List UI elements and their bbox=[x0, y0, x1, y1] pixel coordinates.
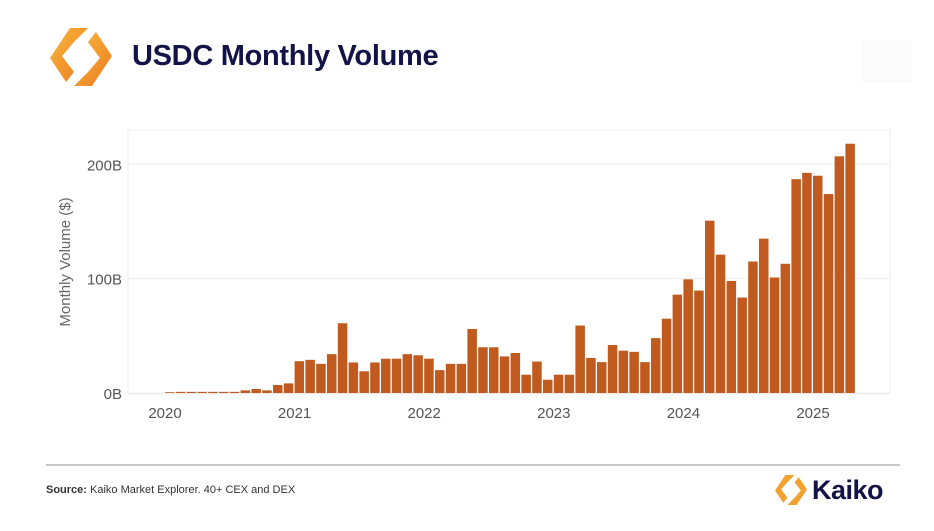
source-label: Source: bbox=[46, 484, 87, 496]
source-text: Kaiko Market Explorer. 40+ CEX and DEX bbox=[86, 484, 296, 496]
bar bbox=[424, 358, 434, 393]
bar bbox=[575, 325, 585, 393]
page-title: USDC Monthly Volume bbox=[132, 40, 439, 72]
bar bbox=[694, 290, 704, 393]
bar bbox=[726, 280, 737, 393]
bar bbox=[499, 356, 510, 393]
blank-placeholder bbox=[862, 40, 912, 82]
bar bbox=[273, 384, 283, 393]
bar bbox=[186, 391, 197, 393]
bar bbox=[294, 361, 305, 393]
bar bbox=[456, 363, 467, 393]
divider bbox=[46, 464, 900, 466]
kaiko-logo-icon bbox=[50, 28, 112, 86]
bar bbox=[769, 277, 780, 393]
bar bbox=[607, 344, 618, 393]
bar bbox=[813, 175, 823, 393]
bar bbox=[543, 379, 553, 393]
bar bbox=[629, 351, 639, 393]
bar bbox=[802, 172, 812, 393]
bar bbox=[715, 254, 726, 393]
bar bbox=[219, 391, 229, 393]
brand-name: Kaiko bbox=[812, 474, 884, 505]
bar bbox=[705, 220, 715, 393]
bar bbox=[283, 383, 294, 393]
bar bbox=[640, 362, 650, 393]
bar bbox=[327, 354, 337, 393]
bar bbox=[197, 391, 207, 393]
bar bbox=[208, 391, 218, 393]
bar bbox=[780, 263, 791, 393]
bar bbox=[359, 371, 369, 393]
y-tick-label: 100B bbox=[87, 272, 122, 289]
bar bbox=[586, 357, 596, 393]
bar bbox=[845, 143, 855, 393]
plot-area bbox=[127, 129, 891, 395]
bar bbox=[445, 363, 456, 393]
x-tick-label: 2020 bbox=[148, 405, 181, 422]
bar bbox=[672, 294, 683, 393]
bar bbox=[413, 355, 423, 393]
bar bbox=[402, 354, 413, 393]
bar bbox=[683, 279, 693, 393]
bar bbox=[510, 352, 521, 393]
bar bbox=[532, 361, 542, 393]
bar bbox=[661, 318, 672, 393]
bar bbox=[737, 297, 747, 393]
x-tick-label: 2025 bbox=[796, 405, 829, 422]
bar bbox=[791, 179, 801, 393]
bar bbox=[337, 323, 348, 393]
bar bbox=[597, 362, 607, 393]
bar bbox=[564, 374, 575, 393]
bar bbox=[618, 350, 629, 393]
x-tick-label: 2023 bbox=[537, 405, 570, 422]
bar bbox=[381, 358, 391, 393]
bar bbox=[348, 362, 359, 393]
bar bbox=[435, 370, 445, 393]
bar bbox=[305, 359, 315, 393]
source-note: Source: Kaiko Market Explorer. 40+ CEX a… bbox=[46, 484, 295, 496]
bar bbox=[467, 328, 477, 393]
bar bbox=[240, 390, 251, 393]
bar bbox=[759, 238, 769, 393]
y-axis-label: Monthly Volume ($) bbox=[57, 197, 74, 326]
bar bbox=[651, 338, 661, 393]
brand-logo: Kaiko bbox=[774, 472, 884, 508]
bar bbox=[748, 261, 758, 393]
bar bbox=[391, 358, 402, 393]
x-tick-label: 2024 bbox=[667, 405, 700, 422]
bar bbox=[175, 391, 186, 393]
x-tick-label: 2021 bbox=[278, 405, 311, 422]
bar bbox=[553, 374, 564, 393]
bar bbox=[370, 362, 380, 393]
bar bbox=[165, 392, 175, 393]
bar bbox=[251, 388, 261, 393]
bar bbox=[823, 194, 834, 393]
bar bbox=[262, 390, 272, 393]
bar bbox=[229, 391, 240, 393]
x-tick-label: 2022 bbox=[408, 405, 441, 422]
bar bbox=[489, 347, 499, 393]
bar bbox=[316, 363, 326, 393]
bar bbox=[521, 374, 531, 393]
bar bbox=[478, 347, 488, 393]
y-tick-label: 0B bbox=[104, 386, 122, 403]
bar bbox=[834, 156, 845, 393]
kaiko-small-logo-icon bbox=[775, 475, 807, 505]
y-tick-label: 200B bbox=[87, 157, 122, 174]
